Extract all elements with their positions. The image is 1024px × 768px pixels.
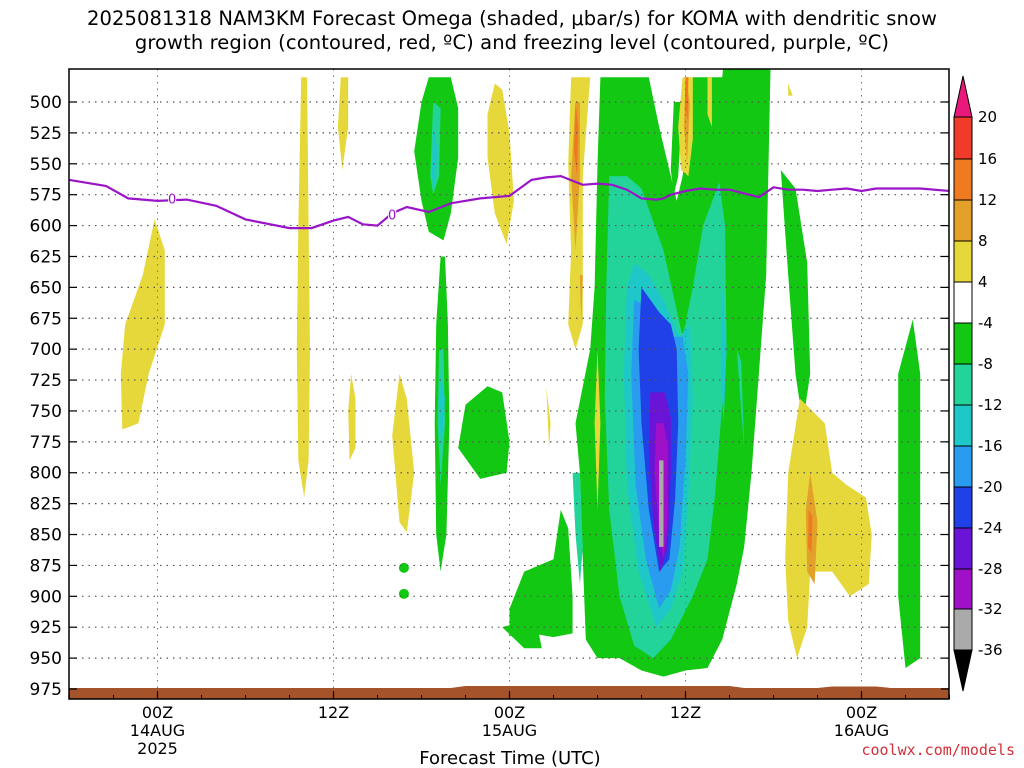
colorbar-label-8: -16 [978, 437, 1003, 455]
omega-region-4-8-1 [338, 77, 348, 170]
x-tick-label-3-0: 12Z [670, 703, 701, 722]
y-tick-label-625: 625 [30, 247, 62, 267]
y-tick-label-525: 525 [30, 124, 62, 144]
y-tick-label-750: 750 [30, 402, 62, 422]
colorbar-band-2 [954, 159, 972, 200]
omega-region--8-0-5 [510, 510, 573, 637]
omega-region-4-8-5 [348, 374, 355, 461]
colorbar-label-3: 8 [978, 232, 988, 250]
colorbar-label-6: -8 [978, 355, 993, 373]
omega-region--8-0-3 [781, 170, 810, 423]
colorbar-band-6 [954, 323, 972, 364]
colorbar-label-2: 12 [978, 191, 997, 209]
y-tick-label-500: 500 [30, 93, 62, 113]
omega-region-4-8-9 [788, 84, 792, 96]
y-tick-label-800: 800 [30, 464, 62, 484]
colorbar-band-5 [954, 282, 972, 323]
ground-fill [69, 686, 964, 699]
omega-region-4-8-2 [488, 84, 514, 245]
freezing-level-label-1: 0 [388, 208, 396, 223]
y-tick-label-650: 650 [30, 278, 62, 298]
y-tick-label-550: 550 [30, 155, 62, 175]
omega-region-4-8-4 [392, 374, 414, 532]
x-tick-label-0-2: 2025 [137, 739, 178, 758]
omega-region-4-8-11 [546, 386, 550, 448]
y-tick-label-575: 575 [30, 186, 62, 206]
y-tick-label-600: 600 [30, 217, 62, 237]
colorbar-band-1 [954, 117, 972, 159]
x-tick-label-4-0: 00Z [846, 703, 877, 722]
colorbar-label-12: -32 [978, 600, 1003, 618]
colorbar-label-1: 16 [978, 150, 997, 168]
x-tick-label-1-0: 12Z [318, 703, 349, 722]
colorbar-band-12 [954, 569, 972, 609]
y-tick-label-925: 925 [30, 618, 62, 638]
y-tick-label-775: 775 [30, 433, 62, 453]
x-axis-label: Forecast Time (UTC) [419, 748, 600, 768]
colorbar-band-4 [954, 241, 972, 282]
credit-label: coolwx.com/models [861, 741, 1015, 759]
omega-region-4-8-3 [121, 219, 165, 429]
colorbar: 20 16 12 8 4 -4 -8 -12 -16 -20 -24 -28 -32 -36 [954, 76, 1003, 691]
omega-shaded-regions [121, 0, 920, 677]
colorbar-top-arrow [954, 76, 972, 117]
colorbar-bottom-arrow [954, 650, 972, 691]
y-tick-label-875: 875 [30, 556, 62, 576]
y-tick-label-975: 975 [30, 680, 62, 700]
x-tick-label-0-0: 00Z [142, 703, 173, 722]
colorbar-label-11: -28 [978, 560, 1003, 578]
colorbar-label-9: -20 [978, 478, 1003, 496]
omega-region-4-8-10 [785, 399, 872, 658]
colorbar-band-9 [954, 446, 972, 487]
colorbar-band-7 [954, 364, 972, 405]
omega-region-dot-1 [399, 589, 409, 599]
x-tick-label-2-0: 00Z [494, 703, 525, 722]
colorbar-label-7: -12 [978, 396, 1003, 414]
y-tick-label-950: 950 [30, 649, 62, 669]
y-tick-label-675: 675 [30, 309, 62, 329]
x-tick-label-0-1: 14AUG [130, 721, 185, 740]
colorbar-label-10: -24 [978, 519, 1003, 537]
omega-cross-section-chart: 0 0 500 525 550 575 600 625 650 675 700 725 750 775 8… [0, 0, 1024, 768]
colorbar-label-4: 4 [978, 273, 988, 291]
y-tick-label-900: 900 [30, 587, 62, 607]
colorbar-band-3 [954, 200, 972, 241]
y-tick-label-725: 725 [30, 371, 62, 391]
colorbar-label-13: -36 [978, 641, 1003, 659]
omega-region-12-10-2 [808, 510, 812, 553]
x-tick-label-4-1: 16AUG [834, 721, 889, 740]
colorbar-band-8 [954, 405, 972, 446]
y-tick-label-850: 850 [30, 526, 62, 546]
x-tick-label-2-1: 15AUG [482, 721, 537, 740]
colorbar-band-11 [954, 528, 972, 569]
ground-surface [69, 686, 964, 699]
colorbar-label-5: -4 [978, 314, 993, 332]
colorbar-label-0: 20 [978, 108, 997, 126]
colorbar-band-10 [954, 487, 972, 528]
freezing-level-label-0: 0 [168, 192, 176, 207]
omega-region--8-0-4 [898, 320, 920, 669]
colorbar-band-last [954, 609, 972, 650]
y-tick-label-825: 825 [30, 495, 62, 515]
omega-region-dot-0 [399, 563, 409, 573]
y-tick-label-700: 700 [30, 340, 62, 360]
omega-region--8-0-6 [458, 386, 509, 479]
